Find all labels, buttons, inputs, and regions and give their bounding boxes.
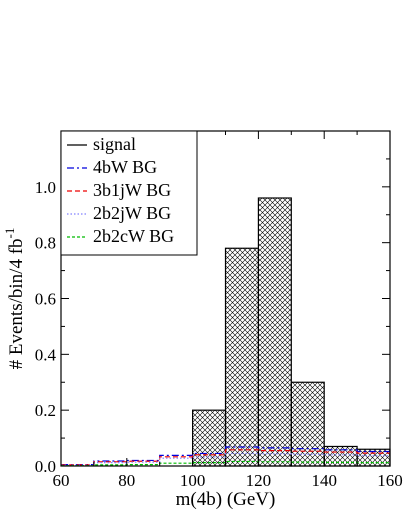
legend-label: 4bW BG (93, 157, 157, 177)
x-tick-label: 140 (311, 471, 337, 490)
x-tick-label: 120 (246, 471, 272, 490)
x-axis-title: m(4b) (GeV) (176, 489, 276, 510)
y-tick-label: 0.6 (35, 290, 56, 309)
y-tick-label: 0.8 (35, 234, 56, 253)
y-tick-label: 1.0 (35, 178, 56, 197)
legend-label: 3b1jW BG (93, 180, 171, 200)
x-tick-label: 160 (377, 471, 403, 490)
y-axis-title-superscript: -1 (2, 228, 17, 239)
signal-bar (192, 409, 227, 467)
x-tick-label: 80 (118, 471, 135, 490)
signal-bar (290, 381, 325, 467)
y-axis-title-main: # Events/bin/4 fb (6, 238, 27, 369)
y-axis-title: # Events/bin/4 fb-1 (2, 228, 27, 370)
y-tick-label: 0.2 (35, 401, 56, 420)
legend-box (60, 130, 198, 256)
x-tick-label: 100 (180, 471, 206, 490)
y-tick-label: 0.4 (35, 345, 57, 364)
signal-bar (257, 197, 292, 467)
y-tick-label: 0.0 (35, 457, 56, 476)
signal-bar (224, 247, 260, 467)
legend-label: signal (93, 134, 136, 154)
legend-label: 2b2jW BG (93, 203, 171, 223)
legend-label: 2b2cW BG (93, 226, 174, 246)
x-tick-label: 60 (53, 471, 70, 490)
legend: signal 4bW BG 3b1jW BG 2b2jW BG 2b2cW BG (60, 130, 198, 256)
y-axis: 0.0 0.2 0.4 0.6 0.8 1.0 (35, 158, 390, 476)
signal-bars (192, 197, 391, 467)
